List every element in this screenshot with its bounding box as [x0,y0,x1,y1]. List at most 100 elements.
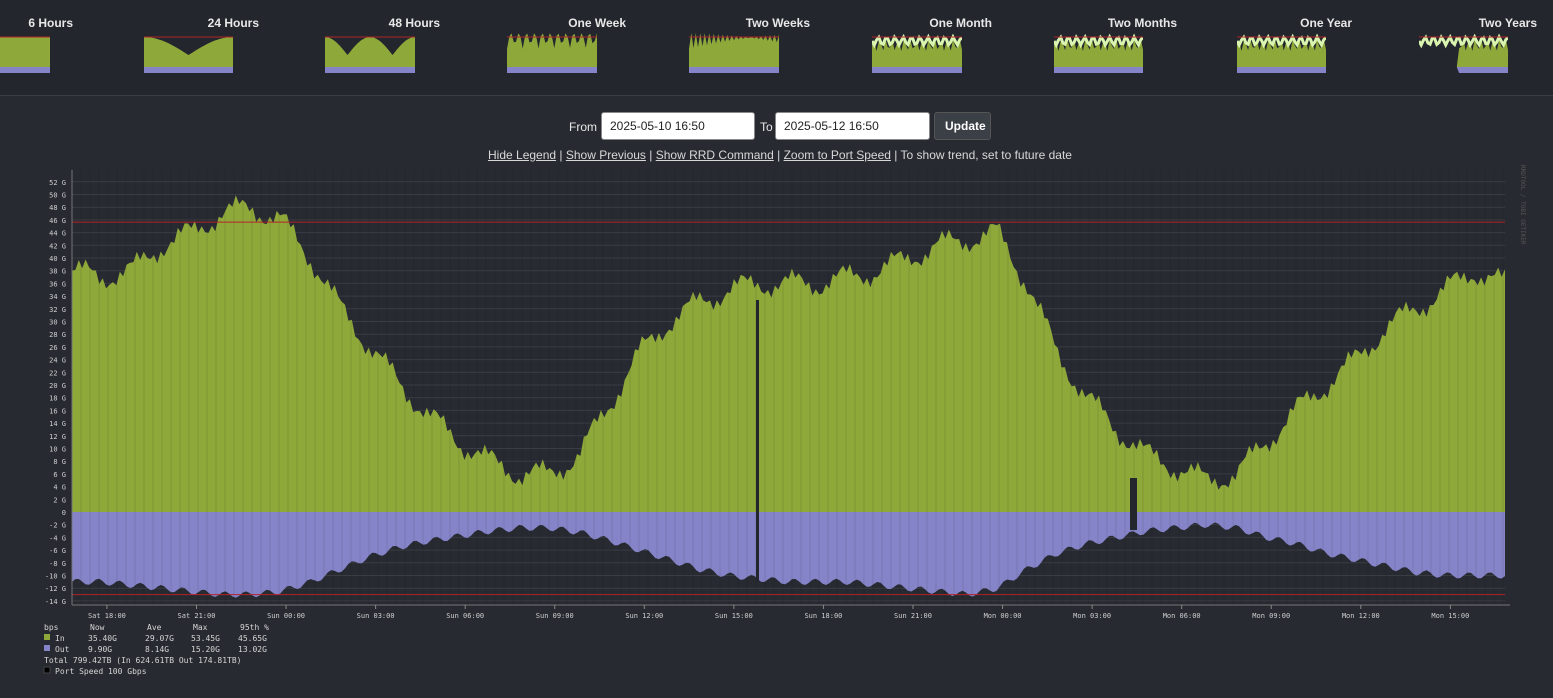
thumbnail-label: Two Weeks [745,16,810,30]
to-label: To [760,120,773,134]
y-tick-label: 50 G [49,192,66,200]
y-tick-label: -12 G [45,585,66,593]
thumbnail-in-area [1054,39,1143,67]
y-tick-label: 22 G [49,369,66,377]
legend-value: 53.45G [191,634,220,643]
x-tick-label: Mon 12:00 [1342,612,1380,620]
zoom-to-port-speed-link[interactable]: Zoom to Port Speed [783,148,891,162]
thumbnail-two-years[interactable]: Two Years [1419,0,1537,90]
x-tick-label: Sun 15:00 [715,612,753,620]
x-tick-label: Sun 21:00 [894,612,932,620]
x-tick-label: Sat 21:00 [178,612,216,620]
thumbnail-24-hours[interactable]: 24 Hours [144,0,259,90]
y-tick-label: 44 G [49,230,66,238]
thumbnail-in-area [325,37,415,67]
thumbnail-label: Two Years [1478,16,1537,30]
thumbnail-out-area [872,67,962,73]
x-tick-label: Sat 18:00 [88,612,126,620]
y-tick-label: 26 G [49,344,66,352]
update-button[interactable]: Update [934,112,991,140]
y-tick-label: -2 G [49,522,66,530]
thumbnail-out-area [1237,67,1326,73]
legend-row-name: Out [55,645,70,654]
thumbnail-6-hours[interactable]: 6 Hours [0,0,73,90]
thumbnail-in-area [689,33,779,67]
legend-column-header: Ave [147,623,162,632]
legend-column-header: Now [90,623,105,632]
in-traffic-area [72,195,1505,513]
thumbnail-two-weeks[interactable]: Two Weeks [689,0,810,90]
thumbnail-one-year[interactable]: One Year [1237,0,1352,90]
y-tick-label: 28 G [49,331,66,339]
y-tick-label: 24 G [49,357,66,365]
show-rrd-command-link[interactable]: Show RRD Command [655,148,774,162]
thumbnail-out-area [325,67,415,73]
x-tick-label: Mon 03:00 [1073,612,1111,620]
trend-note: To show trend, set to future date [900,148,1072,162]
y-tick-label: 6 G [53,471,66,479]
thumbnail-out-area [0,67,50,73]
thumbnail-graph [872,33,962,73]
legend-value: 29.07G [145,634,174,643]
graph-legend: bps Now Ave Max 95th % In 35.40G 29.07G 53.45G 45… [43,623,269,676]
out-traffic-area [72,512,1505,598]
thumbnail-out-area [1419,67,1508,73]
thumbnail-one-week[interactable]: One Week [507,0,626,90]
thumbnail-out-area [1054,67,1143,73]
hide-legend-link[interactable]: Hide Legend [488,148,557,162]
thumbnail-label: 24 Hours [207,16,259,30]
y-tick-label: 4 G [53,484,66,492]
link-separator: | [890,148,901,162]
x-tick-label: Sun 06:00 [446,612,484,620]
thumbnail-label: Two Months [1107,16,1177,30]
timeframe-thumbnails: 6 Hours 24 Hours 48 Hours One Week Two Weeks… [0,0,1553,96]
from-label: From [569,120,597,134]
y-tick-label: 48 G [49,204,66,212]
y-tick-label: 14 G [49,420,66,428]
thumbnail-48-hours[interactable]: 48 Hours [325,0,440,90]
y-tick-label: 2 G [53,496,66,504]
y-tick-label: -10 G [45,573,66,581]
thumbnail-out-area [144,67,233,73]
thumbnail-peak-line [1054,33,1143,49]
from-date-input[interactable] [601,112,755,140]
legend-value: 8.14G [145,645,169,654]
thumbnail-graph [1054,33,1143,73]
thumbnail-peak-line [872,33,962,49]
thumbnail-graph [689,33,779,73]
y-tick-label: -4 G [49,534,66,542]
thumbnail-graph [507,33,597,73]
thumbnail-one-month[interactable]: One Month [872,0,992,90]
legend-value: 35.40G [88,634,117,643]
y-tick-label: 30 G [49,319,66,327]
thumbnail-graph [1237,33,1326,73]
legend-value: 45.65G [238,634,267,643]
legend-value: 15.20G [191,645,220,654]
show-previous-link[interactable]: Show Previous [565,148,646,162]
y-tick-label: 42 G [49,242,66,250]
thumbnail-graph [325,36,415,73]
legend-swatch [43,666,51,674]
traffic-graph[interactable]: 52 G 50 G 48 G 46 G 44 G 42 G 40 G 38 G 36 G 34 G… [0,160,1553,698]
y-tick-label: 52 G [49,179,66,187]
data-gap [756,300,759,582]
thumbnail-label: 48 Hours [388,16,440,30]
y-tick-label: -6 G [49,547,66,555]
y-tick-label: 38 G [49,268,66,276]
legend-column-header: 95th % [240,623,269,632]
to-date-input[interactable] [775,112,930,140]
legend-swatch [44,634,50,640]
y-tick-label: 16 G [49,407,66,415]
legend-value: 13.02G [238,645,267,654]
x-tick-label: Mon 09:00 [1252,612,1290,620]
thumbnail-in-area [872,39,962,67]
thumbnail-in-area [1237,39,1326,67]
legend-value: 9.90G [88,645,112,654]
x-tick-label: Sun 00:00 [267,612,305,620]
legend-port-speed: Port Speed 100 Gbps [55,667,147,676]
graph-options-links: Hide Legend | Show Previous | Show RRD C… [0,148,1553,162]
thumbnail-peak-line [1237,33,1326,49]
thumbnail-two-months[interactable]: Two Months [1054,0,1177,90]
y-tick-label: 18 G [49,395,66,403]
thumbnail-in-area [1419,39,1508,67]
